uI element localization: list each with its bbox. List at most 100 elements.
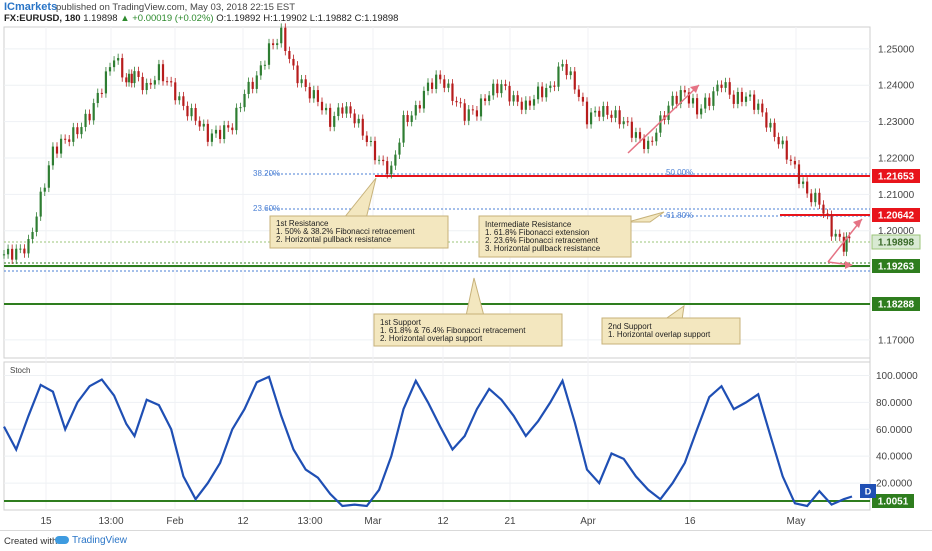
candle-body [271,43,275,46]
candle-body [422,90,426,109]
candle-body [218,129,222,139]
candle-body [848,236,851,239]
candle-body [312,90,315,99]
publisher-brand[interactable]: ICmarkets [4,1,58,13]
annotation-1st-support[interactable]: 1st Support 1. 61.8% & 76.4% Fibonacci r… [373,313,563,347]
candle-body [141,76,144,91]
svg-text:1.20642: 1.20642 [878,211,915,222]
candle-body [320,101,324,111]
candle-body [130,73,133,84]
candle-body [394,154,397,166]
candle-body [585,101,589,125]
annotation-1st-resistance[interactable]: 1st Resistance 1. 50% & 38.2% Fibonacci … [269,215,449,249]
time-axis-tick-label: 21 [504,516,516,527]
time-axis-tick-label: 12 [237,516,249,527]
candle-body [182,96,185,106]
candle-body [92,103,95,121]
candle-body [178,96,181,101]
candle-body [618,110,621,125]
candle-body [748,94,752,97]
candle-body [598,110,601,117]
price-axis-tick-label: 1.22000 [878,153,915,164]
candle-body [651,140,654,142]
candle-body [671,95,674,106]
candle-body [626,121,629,123]
change-up-arrow-icon: ▲ [120,13,130,24]
candle-body [801,181,805,184]
candle-body [475,110,479,117]
candle-body [108,67,112,72]
candle-body [329,107,332,127]
candle-body [59,138,63,154]
candle-body [459,102,462,104]
last-price: 1.19898 [83,13,118,24]
candle-body [15,248,18,260]
stoch-interval-badge[interactable]: D [860,484,876,498]
fib-label-50: 50.00% [666,168,693,177]
candle-body [814,192,817,203]
annotation-line: 2. Horizontal pullback resistance [276,235,392,244]
candle-body [165,81,169,83]
candle-body [72,127,75,142]
time-axis-tick-label: 13:00 [297,516,322,527]
candle-body [398,142,401,155]
candle-body [410,115,413,122]
tradingview-logo[interactable]: TradingView [55,535,127,546]
candle-body [716,84,719,92]
candle-body [324,107,328,111]
fib-label-61: 61.80% [666,211,693,220]
annotation-2nd-support[interactable]: 2nd Support 1. Horizontal overlap suppor… [601,317,741,345]
candle-body [369,140,373,142]
candle-body [39,191,42,217]
candle-body [47,165,50,188]
symbol-label[interactable]: FX:EURUSD, 180 [4,13,81,24]
candle-body [210,133,214,142]
created-with-label: Created with [4,536,58,547]
svg-text:1.19263: 1.19263 [878,262,915,273]
candle-body [402,115,405,143]
candle-body [35,216,38,232]
candle-body [96,92,99,104]
candle-body [695,98,699,115]
candle-body [545,87,548,98]
candle-body [610,114,613,118]
candle-body [785,140,788,160]
candle-body [300,79,303,84]
candle-body [426,82,430,91]
candle-body [569,71,572,76]
candle-body [414,105,417,116]
svg-text:1.21653: 1.21653 [878,172,915,183]
candle-body [373,140,377,161]
candle-body [744,96,748,102]
candle-body [753,94,756,110]
candlestick-series [2,23,851,264]
footer-bar: Created with TradingView [0,530,932,551]
annotation-intermediate-resistance[interactable]: Intermediate Resistance 1. 61.8% Fibonac… [478,215,632,258]
price-axis-tick-label: 1.20000 [878,226,915,237]
price-tag-resistance-2: 1.20642 [872,208,920,222]
candle-body [492,83,495,96]
candle-body [288,50,291,59]
candle-body [638,132,642,139]
candle-body [304,79,307,87]
stoch-pane-title: Stoch [10,366,30,375]
candle-body [280,27,283,44]
candle-body [500,84,503,94]
candle-body [704,97,707,109]
svg-text:1.18288: 1.18288 [878,300,915,311]
candle-body [479,98,483,117]
candle-body [806,181,809,194]
candle-body [198,120,201,127]
candle-body [838,233,841,237]
candle-body [239,107,242,109]
candle-body [19,248,22,250]
target-arrow-up-head [853,219,862,228]
candle-body [149,82,152,85]
candle-body [508,85,511,102]
candle-body [845,236,848,252]
candle-body [471,109,474,111]
candle-body [512,95,515,102]
candle-body [577,89,580,97]
candle-body [565,64,568,76]
